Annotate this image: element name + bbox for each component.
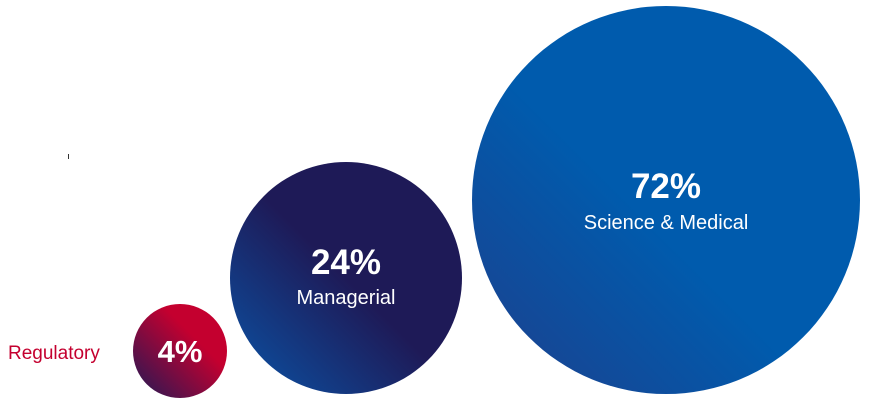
bubble-value-managerial: 24% xyxy=(311,243,381,282)
bubble-circle-science-medical xyxy=(472,6,860,394)
bubble-label-science-medical: Science & Medical xyxy=(584,212,749,234)
bubble-science-medical: 72% Science & Medical xyxy=(472,6,860,394)
bubble-label-managerial: Managerial xyxy=(297,287,396,309)
bubble-circle-managerial xyxy=(230,162,462,394)
bubble-regulatory: 4% Regulatory xyxy=(8,304,227,398)
small-tick-mark xyxy=(68,154,69,159)
bubble-managerial: 24% Managerial xyxy=(230,162,462,394)
bubble-label-regulatory: Regulatory xyxy=(8,343,100,364)
bubble-value-regulatory: 4% xyxy=(158,334,203,369)
bubble-value-science-medical: 72% xyxy=(631,167,701,206)
bubble-circle-regulatory xyxy=(133,304,227,398)
